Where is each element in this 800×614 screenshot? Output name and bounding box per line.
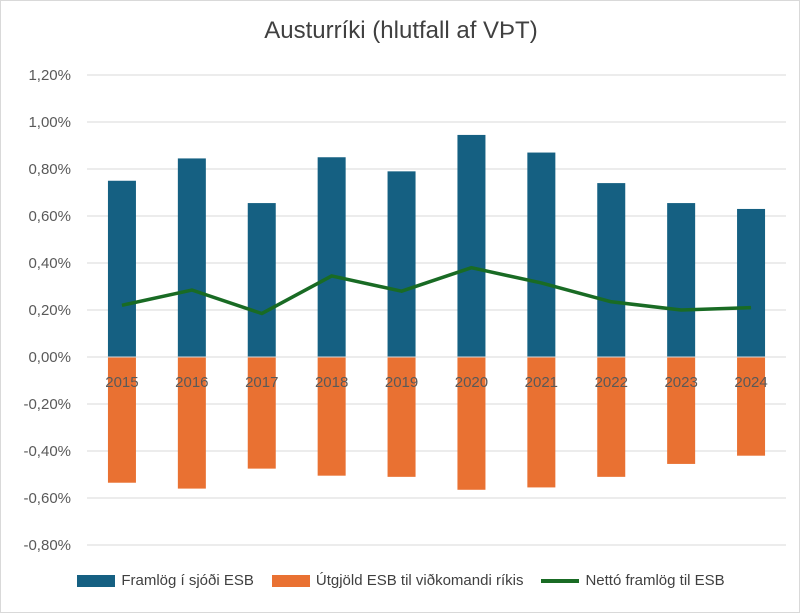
bar-contribution [737,208,766,357]
bar-expenditure [457,357,486,490]
x-tick-label: 2018 [315,374,348,391]
bar-expenditure [387,357,416,477]
legend-swatch-net [541,578,580,583]
x-tick-label: 2015 [105,374,138,391]
x-tick-label: 2016 [175,374,208,391]
bar-contribution [177,158,206,357]
bar-expenditure [177,357,206,489]
x-tick-label: 2024 [734,374,767,391]
legend-label-expenditure: Útgjöld ESB til viðkomandi ríkis [315,572,524,589]
y-tick-label: 0,00% [28,349,71,366]
legend-label-net: Nettó framlög til ESB [585,572,725,589]
bar-contribution [457,134,486,357]
y-tick-label: -0,80% [23,537,71,554]
y-tick-label: 1,00% [28,114,71,131]
x-tick-label: 2017 [245,374,278,391]
y-tick-label: -0,20% [23,396,71,413]
legend-item-net: Nettó framlög til ESB [541,572,725,589]
bar-contribution [107,180,136,357]
y-tick-label: 1,20% [28,67,71,84]
bar-expenditure [317,357,346,476]
legend-label-contributions: Framlög í sjóði ESB [121,572,254,589]
bar-contribution [317,157,346,357]
bar-expenditure [527,357,556,488]
y-tick-label: 0,20% [28,302,71,319]
y-tick-label: 0,40% [28,255,71,272]
bar-expenditure [667,357,696,464]
bar-contribution [387,171,416,357]
bar-contribution [247,203,276,357]
x-tick-label: 2020 [455,374,488,391]
legend-swatch-expenditure [271,574,310,587]
y-tick-label: -0,60% [23,490,71,507]
y-tick-label: 0,60% [28,208,71,225]
bar-expenditure [107,357,136,483]
x-tick-label: 2019 [385,374,418,391]
bar-contribution [527,152,556,357]
chart-title: Austurríki (hlutfall af VÞT) [264,17,538,44]
bar-contribution [667,203,696,357]
net-contribution-line [121,265,752,316]
bar-expenditure [247,357,276,469]
legend-swatch-contributions [77,574,116,587]
bar-expenditure [597,357,626,477]
x-tick-label: 2023 [664,374,697,391]
legend-item-expenditure: Útgjöld ESB til viðkomandi ríkis [271,572,524,589]
x-tick-label: 2022 [595,374,628,391]
y-tick-label: 0,80% [28,161,71,178]
bar-contribution [597,183,626,357]
legend-item-contributions: Framlög í sjóði ESB [77,572,254,589]
x-tick-label: 2021 [525,374,558,391]
legend: Framlög í sjóði ESB Útgjöld ESB til viðk… [1,572,800,589]
bar-expenditure [737,357,766,456]
y-tick-label: -0,40% [23,443,71,460]
